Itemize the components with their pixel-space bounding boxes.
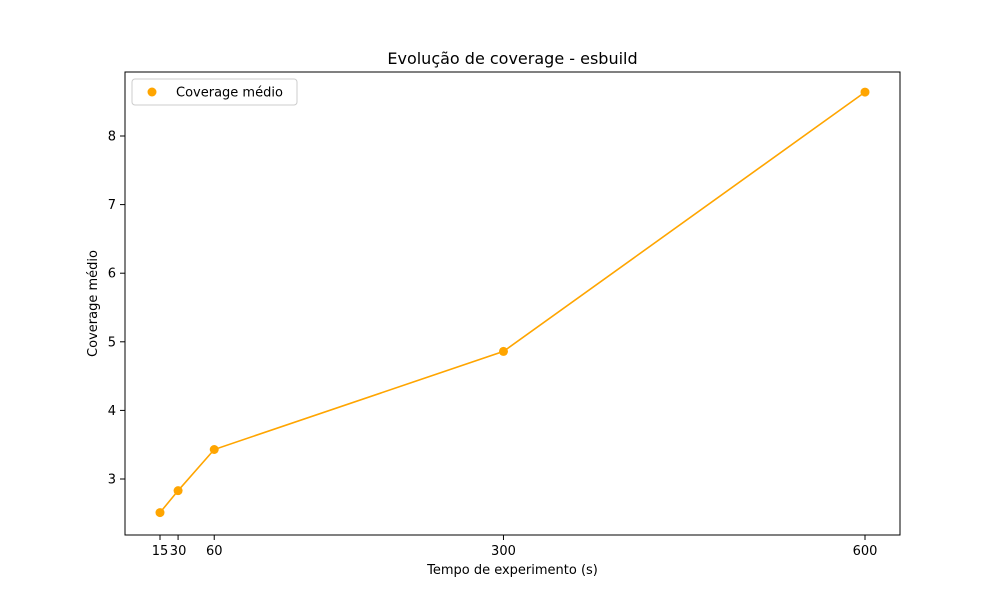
x-axis: 15 30 60 300 600 <box>152 535 878 559</box>
y-axis: 3 4 5 6 7 8 <box>108 130 125 488</box>
series-line <box>159 91 866 514</box>
data-point <box>498 346 508 356</box>
x-tick-label: 15 <box>152 544 169 559</box>
y-axis-label: Coverage médio <box>86 250 101 357</box>
y-tick-label: 4 <box>108 404 116 419</box>
y-tick-label: 7 <box>108 198 116 213</box>
legend-label: Coverage médio <box>176 86 283 101</box>
legend-box <box>131 78 298 106</box>
data-point <box>155 508 165 518</box>
y-tick-label: 3 <box>108 473 116 488</box>
y-tick-label: 6 <box>108 267 116 282</box>
x-axis-label: Tempo de experimento (s) <box>426 563 598 578</box>
data-point <box>209 445 219 455</box>
x-tick-label: 30 <box>170 544 187 559</box>
data-point <box>173 486 183 496</box>
chart-title: Evolução de coverage - esbuild <box>387 49 637 68</box>
y-tick-label: 8 <box>108 130 116 145</box>
y-tick-label: 5 <box>108 335 116 350</box>
legend: Coverage médio <box>131 78 298 106</box>
x-tick-label: 300 <box>491 544 516 559</box>
x-tick-label: 60 <box>206 544 223 559</box>
legend-marker <box>147 87 157 97</box>
series-points <box>155 87 870 518</box>
x-tick-label: 600 <box>853 544 878 559</box>
data-point <box>860 87 870 97</box>
plot-area <box>124 71 901 536</box>
